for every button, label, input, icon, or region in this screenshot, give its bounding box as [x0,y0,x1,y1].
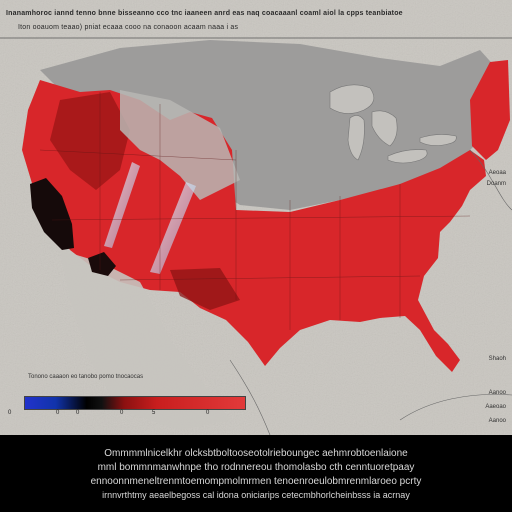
right-label: Aaeoao [485,404,506,410]
land-grey-north [40,40,500,210]
legend-caption: Tonono caaaon eo tanobo pomo tnocaocas [28,374,144,380]
legend-tick: 0 [206,410,210,416]
legend-tick: 5 [152,410,156,416]
light-streak-1 [104,162,140,248]
land-red-northeast [470,60,510,160]
legend-tick: 0 [56,410,60,416]
us-map [0,0,512,435]
header-line-2: Iton ooauom teaao) pniat ecaaa cooo na c… [18,24,239,31]
black-region-california [30,178,74,250]
light-streak-2 [150,182,196,274]
right-label: Aanoo [488,418,506,424]
state-borders [39,92,471,330]
legend-tick: 0 [76,410,80,416]
caption-line-3: ennoonnmeneltrenmtoemompmolmrmen tenoenr… [90,476,422,487]
right-label: Aanoo [488,390,506,396]
legend-color-bar [24,396,246,410]
land-red-main [22,80,486,372]
map-header: Inanamhoroc iannd tenno bnne bisseanno c… [0,0,512,42]
right-label: Shaoh [488,356,506,362]
caption-line-4: irnnvrthtmy aeaelbegoss cal idona onicia… [102,490,410,500]
header-line-1: Inanamhoroc iannd tenno bnne bisseanno c… [6,10,403,17]
border-lines [229,149,512,435]
right-label: Doanm [486,181,506,187]
grey-smoke-southwest [60,250,230,430]
dark-red-west [50,92,130,190]
legend-tick: 0 [120,410,124,416]
great-lakes [329,84,457,164]
caption-line-1: Ommmmlnicelkhr olcksbtboltooseotolriebou… [104,448,408,459]
grey-smoke-west [120,90,240,200]
legend-tick: 0 [8,410,12,416]
black-region-small [88,252,116,276]
right-label: Aeoaa [488,170,506,176]
caption-line-2: mml bommnmanwhnpe tho rodnnereou thomola… [97,462,415,473]
figure-caption: Ommmmlnicelkhr olcksbtboltooseotolriebou… [0,435,512,512]
